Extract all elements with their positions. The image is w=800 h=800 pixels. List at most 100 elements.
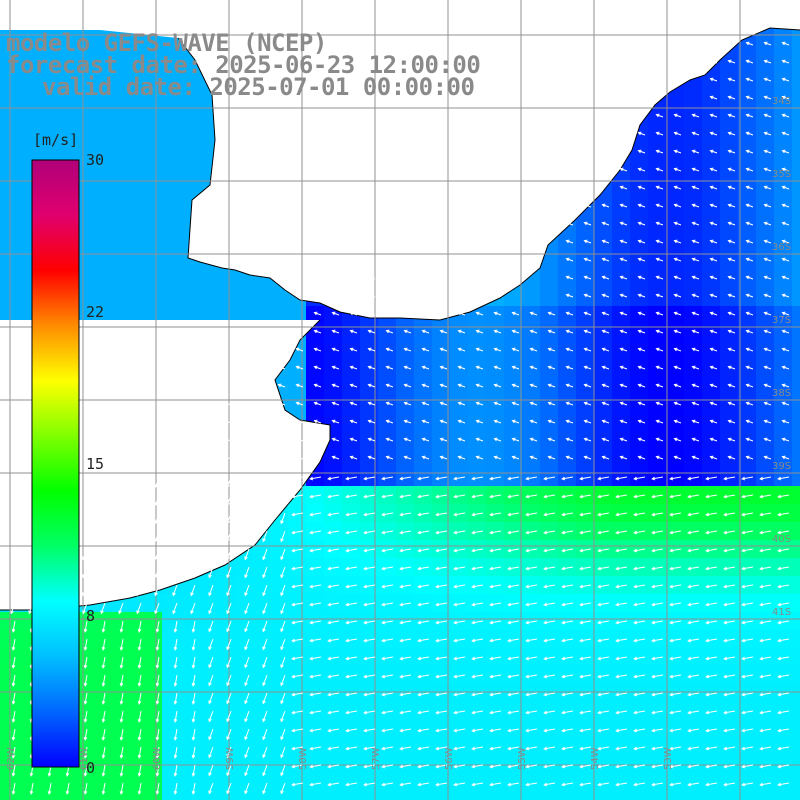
wind-arrow bbox=[489, 638, 502, 643]
wind-arrow bbox=[172, 530, 178, 543]
wind-arrow bbox=[507, 764, 520, 769]
field-cell bbox=[738, 234, 757, 253]
wind-arrow bbox=[637, 239, 646, 244]
field-cell bbox=[792, 252, 800, 271]
wind-arrow bbox=[471, 746, 484, 751]
wind-arrow bbox=[385, 347, 394, 352]
wind-arrow bbox=[669, 638, 682, 643]
field-cell bbox=[594, 324, 613, 343]
wind-arrow bbox=[137, 620, 142, 633]
field-cell bbox=[486, 450, 505, 469]
wind-arrow bbox=[345, 692, 358, 697]
wind-arrow bbox=[561, 710, 574, 715]
field-cell bbox=[414, 324, 433, 343]
wind-arrow bbox=[435, 638, 448, 643]
wind-arrow bbox=[327, 764, 340, 769]
field-cell bbox=[252, 540, 271, 559]
field-cell bbox=[342, 792, 361, 800]
field-cell bbox=[324, 360, 343, 379]
field-cell bbox=[720, 162, 739, 181]
wind-arrow bbox=[421, 419, 430, 424]
field-cell bbox=[756, 252, 775, 271]
field-cell bbox=[774, 324, 793, 343]
wind-arrow bbox=[759, 566, 772, 571]
field-cell bbox=[558, 234, 577, 253]
field-cell bbox=[90, 648, 109, 667]
field-cell bbox=[90, 252, 109, 271]
field-cell bbox=[666, 198, 685, 217]
wind-arrow bbox=[601, 293, 610, 298]
wind-arrow bbox=[489, 620, 502, 625]
field-cell bbox=[198, 108, 217, 127]
field-cell bbox=[180, 288, 199, 307]
field-cell bbox=[252, 702, 271, 721]
field-cell bbox=[396, 450, 415, 469]
wind-arrow bbox=[191, 764, 196, 777]
wind-arrow bbox=[403, 401, 412, 406]
field-cell bbox=[630, 360, 649, 379]
field-cell bbox=[108, 180, 127, 199]
wind-arrow bbox=[262, 692, 268, 705]
wind-arrow bbox=[345, 656, 358, 661]
field-cell bbox=[666, 108, 685, 127]
wind-arrow bbox=[655, 257, 664, 262]
field-cell bbox=[594, 378, 613, 397]
wind-arrow bbox=[11, 782, 16, 795]
wind-arrow bbox=[262, 728, 268, 741]
wind-arrow bbox=[241, 401, 250, 406]
wind-arrow bbox=[262, 638, 268, 651]
wind-arrow bbox=[493, 347, 502, 352]
field-cell bbox=[558, 270, 577, 289]
field-cell bbox=[666, 324, 685, 343]
wind-arrow bbox=[655, 419, 664, 424]
wind-arrow bbox=[759, 656, 772, 661]
wind-arrow bbox=[691, 437, 700, 442]
field-cell bbox=[666, 252, 685, 271]
wind-arrow bbox=[561, 620, 574, 625]
wind-arrow bbox=[615, 602, 628, 607]
wind-arrow bbox=[173, 692, 178, 705]
field-cell bbox=[126, 198, 145, 217]
latitude-label: 36S bbox=[772, 242, 791, 253]
wind-arrow bbox=[154, 476, 160, 489]
field-cell bbox=[252, 612, 271, 631]
wind-arrow bbox=[421, 329, 430, 334]
field-cell bbox=[558, 324, 577, 343]
field-cell bbox=[198, 612, 217, 631]
wind-arrow bbox=[381, 692, 394, 697]
wind-arrow bbox=[226, 620, 232, 633]
field-cell bbox=[522, 378, 541, 397]
wind-arrow bbox=[561, 584, 574, 589]
field-cell bbox=[612, 288, 631, 307]
wind-arrow bbox=[741, 548, 754, 553]
wind-arrow bbox=[723, 728, 736, 733]
wind-arrow bbox=[331, 365, 340, 370]
wind-arrow bbox=[507, 692, 520, 697]
field-cell bbox=[720, 180, 739, 199]
field-cell bbox=[360, 432, 379, 451]
wind-arrow bbox=[381, 566, 394, 571]
wind-arrow bbox=[633, 494, 646, 499]
wind-arrow bbox=[349, 347, 358, 352]
wind-arrow bbox=[280, 764, 286, 777]
wind-arrow bbox=[619, 347, 628, 352]
wind-arrow bbox=[673, 203, 682, 208]
wind-arrow bbox=[137, 746, 142, 759]
wind-arrow bbox=[155, 728, 160, 741]
field-cell bbox=[180, 594, 199, 613]
wind-arrow bbox=[435, 782, 448, 787]
field-cell bbox=[162, 792, 181, 800]
field-cell bbox=[144, 90, 163, 109]
wind-arrow bbox=[759, 602, 772, 607]
wind-arrow bbox=[475, 329, 484, 334]
field-cell bbox=[738, 54, 757, 73]
wind-arrow bbox=[435, 620, 448, 625]
wind-arrow bbox=[457, 419, 466, 424]
wind-arrow bbox=[277, 401, 286, 406]
field-cell bbox=[72, 90, 91, 109]
wind-arrow bbox=[435, 530, 448, 535]
field-cell bbox=[684, 432, 703, 451]
field-cell bbox=[288, 792, 307, 800]
wind-arrow bbox=[367, 293, 376, 298]
wind-arrow bbox=[777, 602, 790, 607]
